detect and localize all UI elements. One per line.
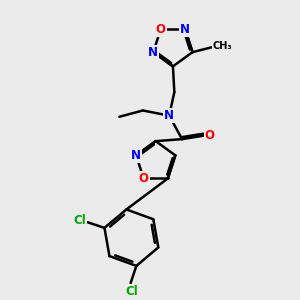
Text: CH₃: CH₃	[212, 41, 232, 51]
Text: O: O	[156, 22, 166, 36]
Text: O: O	[205, 129, 215, 142]
Text: O: O	[139, 172, 148, 185]
Text: N: N	[164, 109, 174, 122]
Text: N: N	[131, 149, 141, 162]
Text: N: N	[148, 46, 158, 59]
Text: Cl: Cl	[126, 285, 138, 298]
Text: Cl: Cl	[73, 214, 85, 227]
Text: N: N	[180, 22, 190, 36]
